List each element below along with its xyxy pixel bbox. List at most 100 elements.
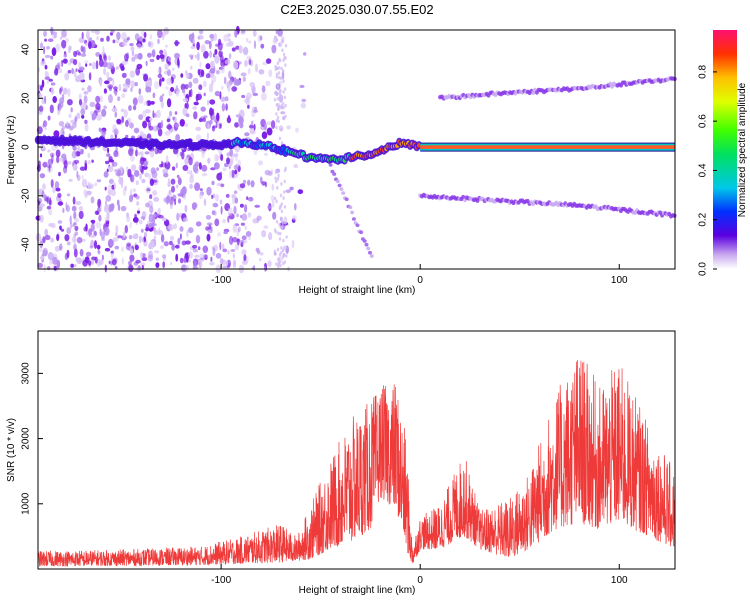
spectrogram-noise-blob — [100, 203, 103, 212]
spectrogram-noise-blob — [184, 204, 188, 213]
spectrogram-noise-blob — [261, 85, 266, 93]
spectrogram-noise-blob — [225, 42, 230, 47]
spectrogram-noise-blob — [207, 123, 210, 130]
spectrogram-noise-blob — [82, 259, 88, 267]
spectrogram-noise-blob — [141, 178, 146, 184]
spectrogram-x-ticks: -100 0 100 — [211, 264, 628, 286]
spectrogram-noise-blob — [91, 159, 94, 163]
spectrogram-noise-blob — [277, 169, 280, 174]
spectrogram-noise-blob — [244, 225, 247, 230]
spectrogram-noise-blob — [192, 244, 198, 249]
spectrogram-noise-blob — [129, 70, 135, 78]
spectrogram-noise-blob — [232, 259, 237, 269]
spectrogram-noise-blob — [111, 205, 114, 209]
spectrogram-noise-blob — [280, 246, 283, 250]
spectrogram-noise-blob — [188, 81, 193, 89]
spectrogram-noise-blob — [142, 38, 146, 43]
spectrogram-noise-blob — [203, 92, 206, 97]
spectrogram-noise-blob — [67, 161, 72, 165]
spectrogram-branch-blob — [350, 210, 355, 215]
spectrogram-noise-blob — [40, 42, 43, 50]
spectrogram-noise-blob — [98, 259, 104, 265]
spectrogram-noise-blob — [46, 79, 49, 85]
spectrogram-noise-blob — [107, 77, 113, 82]
spectrogram-noise-blob — [186, 170, 192, 175]
spectrogram-noise-blob — [79, 166, 86, 171]
spectrogram-noise-blob — [276, 247, 280, 252]
spectrogram-noise-blob — [198, 84, 203, 91]
spectrogram-noise-blob — [51, 31, 58, 39]
spectrogram-noise-blob — [131, 56, 136, 62]
spectrogram-noise-blob — [70, 263, 74, 268]
spectrogram-noise-blob — [171, 185, 175, 193]
spectrogram-noise-blob — [103, 105, 107, 110]
spectrogram-noise-blob — [44, 95, 47, 104]
spectrogram-noise-blob — [46, 46, 50, 50]
spectrogram-noise-blob — [157, 29, 163, 39]
spectrogram-noise-blob — [222, 167, 227, 172]
spectrogram-noise-blob — [274, 176, 277, 181]
spectrogram-noise-blob — [72, 224, 76, 228]
spectrogram-noise-blob — [198, 246, 201, 251]
spectrogram-noise-blob — [201, 173, 208, 177]
spectrogram-noise-blob — [112, 78, 115, 87]
spectrogram-noise-blob — [154, 81, 160, 90]
spectrogram-noise-blob — [221, 103, 226, 112]
colorbar-tick-label: 0.6 — [698, 114, 709, 128]
spectrogram-noise-blob — [274, 67, 277, 72]
spectrogram-noise-blob — [124, 53, 129, 62]
spectrogram-noise-blob — [105, 195, 112, 202]
spectrogram-noise-blob — [253, 123, 256, 131]
spectrogram-noise-blob — [149, 58, 155, 63]
spectrogram-noise-blob — [228, 79, 234, 85]
snr-panel: -100 0 100 1000 2000 3000 Height of straight… — [6, 330, 676, 596]
spectrogram-noise-blob — [285, 189, 292, 193]
spectrogram-noise-blob — [233, 190, 238, 194]
spectrogram-noise-blob — [160, 233, 165, 243]
spectrogram-noise-blob — [96, 179, 102, 183]
spectrogram-noise-blob — [57, 220, 63, 224]
spectrogram-noise-blob — [128, 264, 134, 273]
spectrogram-noise-blob — [115, 232, 118, 237]
spectrogram-noise-blob — [159, 54, 165, 59]
spectrogram-noise-blob — [75, 201, 82, 206]
spectrogram-noise-blob — [134, 213, 138, 219]
spectrogram-noise-blob — [210, 35, 215, 42]
spectrogram-noise-blob — [192, 106, 197, 110]
spectrogram-noise-blob — [135, 259, 141, 264]
spectrogram-noise-blob — [66, 227, 71, 235]
spectrogram-noise-blob — [53, 130, 60, 138]
spectrogram-noise-blob — [44, 127, 47, 131]
spectrogram-noise-blob — [188, 227, 194, 234]
spectrogram-noise-blob — [253, 40, 257, 49]
spectrogram-noise-blob — [282, 116, 285, 121]
spectrogram-noise-blob — [43, 120, 48, 128]
spectrogram-noise-blob — [274, 170, 278, 174]
spectrogram-noise-blob — [194, 254, 200, 258]
spectrogram-noise-blob — [289, 186, 294, 191]
spectrogram-noise-blob — [214, 55, 220, 64]
spectrogram-noise-blob — [294, 203, 297, 211]
spectrogram-noise-blob — [164, 161, 171, 170]
spectrogram-noise-blob — [89, 183, 94, 189]
spectrogram-noise-blob — [170, 178, 176, 185]
spectrogram-noise-blob — [46, 205, 52, 210]
spectrogram-noise-blob — [166, 124, 173, 130]
spectrogram-noise-blob — [142, 120, 148, 129]
spectrogram-noise-blob — [123, 109, 128, 118]
spectrogram-noise-blob — [210, 256, 213, 262]
spectrogram-noise-blob — [254, 204, 261, 208]
spectrogram-noise-blob — [301, 98, 307, 103]
spectrogram-noise-blob — [154, 250, 160, 254]
spectrogram-noise-blob — [224, 96, 229, 102]
spectrogram-noise-blob — [56, 156, 60, 164]
spectrogram-noise-blob — [102, 46, 105, 55]
spectrogram-branch-blob — [355, 223, 360, 228]
spectrogram-noise-blob — [107, 84, 113, 89]
spectrogram-noise-blob — [44, 70, 47, 78]
spectrogram-noise-blob — [247, 68, 251, 75]
spectrogram-noise-blob — [241, 213, 248, 221]
spectrogram-noise-blob — [84, 119, 88, 124]
spectrogram-noise-blob — [232, 253, 235, 259]
spectrogram-noise-blob — [40, 255, 45, 260]
